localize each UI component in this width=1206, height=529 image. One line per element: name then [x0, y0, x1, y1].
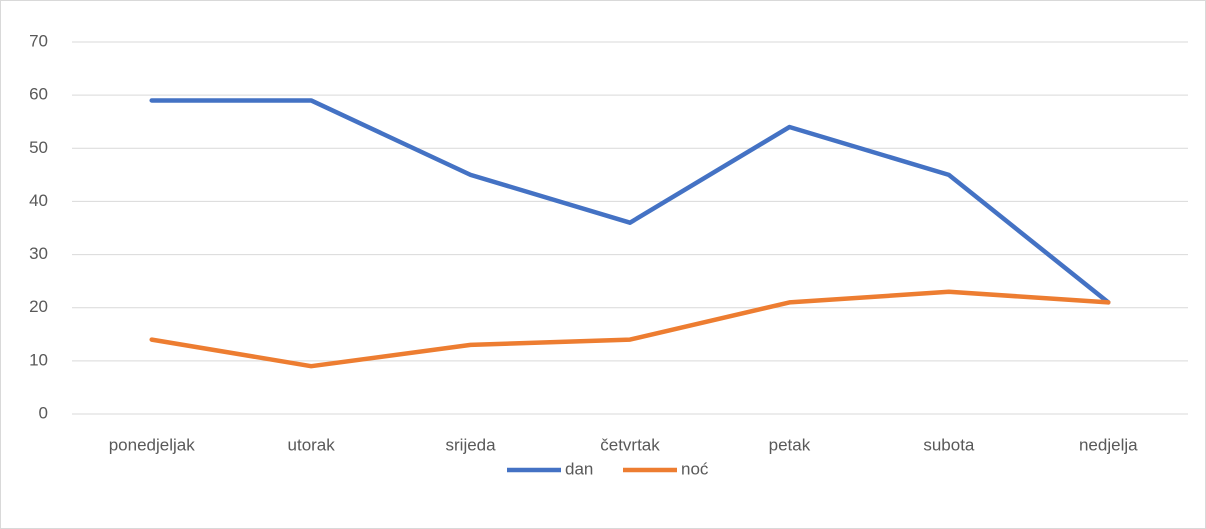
x-tick-label: subota — [923, 435, 975, 454]
x-tick-label: ponedjeljak — [109, 435, 196, 454]
y-tick-label: 10 — [29, 350, 48, 369]
y-tick-label: 30 — [29, 244, 48, 263]
line-series — [149, 289, 1111, 369]
x-tick-label: utorak — [288, 435, 336, 454]
legend-label: dan — [565, 459, 593, 478]
line-series — [149, 98, 1111, 305]
y-tick-label: 40 — [29, 191, 48, 210]
legend-label: noć — [681, 459, 709, 478]
x-tick-label: srijeda — [446, 435, 497, 454]
y-tick-label: 70 — [29, 31, 48, 50]
x-tick-label: petak — [769, 435, 811, 454]
x-tick-label: četvrtak — [600, 435, 660, 454]
x-tick-label: nedjelja — [1079, 435, 1138, 454]
y-tick-label: 0 — [39, 403, 48, 422]
y-tick-label: 60 — [29, 85, 48, 104]
y-tick-label: 20 — [29, 297, 48, 316]
y-tick-label: 50 — [29, 138, 48, 157]
